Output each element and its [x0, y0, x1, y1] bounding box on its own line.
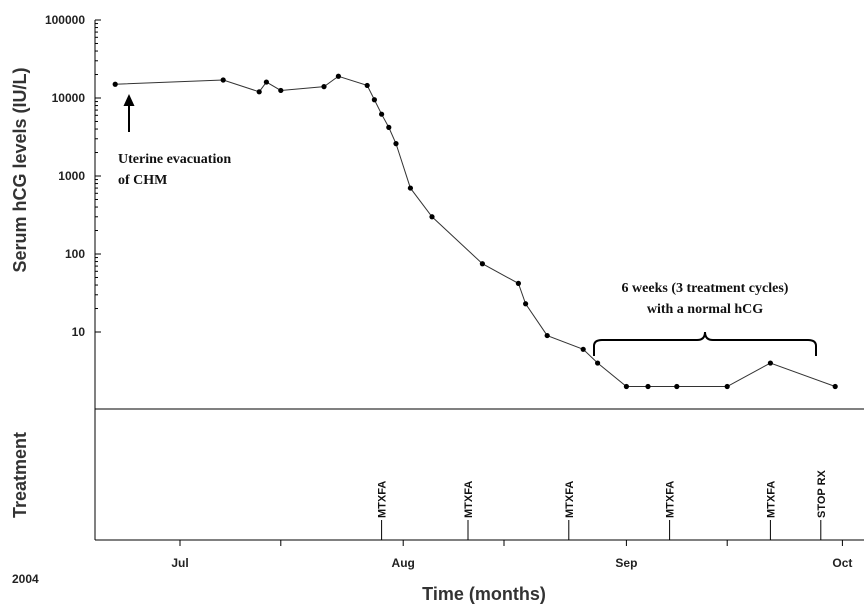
x-ticks: Jul Aug Sep Oct [171, 540, 852, 570]
data-point [767, 360, 774, 366]
y-tick-label: 10000 [52, 91, 86, 105]
data-point [523, 301, 529, 307]
y-ticks: 100000 10000 1000 100 10 [45, 13, 101, 339]
chart-frame [94, 20, 864, 541]
data-point [595, 360, 601, 366]
data-point [393, 141, 399, 147]
treatment-label: STOP RX [816, 469, 828, 518]
y-axis-title: Serum hCG levels (IU/L) [10, 67, 30, 272]
treatment-label: MTXFA [564, 481, 576, 518]
data-point [544, 332, 550, 339]
treatment-markers: MTXFA MTXFA MTXFA MTXFA MTXFA STOP RX [377, 469, 828, 540]
x-axis-title: Time (months) [422, 584, 546, 604]
evacuation-annotation-line-1: Uterine evacuation [118, 152, 231, 167]
annotations: Uterine evacuation of CHM 6 weeks (3 tre… [118, 94, 817, 356]
data-point [278, 87, 284, 94]
year-label: 2004 [12, 572, 39, 586]
data-point [479, 261, 485, 267]
data-point [256, 89, 262, 95]
y-tick-label: 10 [72, 325, 86, 339]
data-point [263, 79, 269, 85]
y-tick-label: 100000 [45, 13, 85, 27]
data-point [112, 81, 118, 87]
data-point [364, 82, 370, 89]
data-point [515, 280, 522, 286]
data-point [379, 111, 385, 117]
x-tick-label: Sep [615, 556, 637, 570]
normal-period-annotation-line-1: 6 weeks (3 treatment cycles) [622, 281, 789, 296]
data-point [674, 383, 680, 390]
y-tick-label: 1000 [58, 169, 85, 183]
y-tick-label: 100 [65, 247, 85, 261]
data-point [321, 84, 327, 90]
x-tick-label: Aug [392, 556, 415, 570]
data-point [220, 77, 226, 83]
data-point [580, 346, 586, 352]
hcg-line [115, 75, 836, 388]
treatment-label: MTXFA [765, 481, 777, 518]
x-tick-label: Oct [832, 556, 852, 570]
data-point [724, 383, 730, 390]
data-point [832, 383, 838, 390]
data-point [371, 97, 377, 103]
evacuation-arrow [123, 94, 135, 132]
data-point [407, 185, 413, 191]
treatment-axis-title: Treatment [10, 432, 30, 518]
treatment-label: MTXFA [377, 481, 389, 518]
evacuation-annotation-line-2: of CHM [118, 173, 167, 188]
normal-period-annotation-line-2: with a normal hCG [647, 302, 763, 317]
data-point [645, 383, 651, 390]
hcg-series [112, 73, 838, 390]
data-point [335, 73, 341, 79]
treatment-label: MTXFA [463, 481, 475, 518]
x-tick-label: Jul [171, 556, 188, 570]
data-point [623, 383, 630, 390]
normal-period-brace [593, 331, 817, 356]
data-point [386, 124, 392, 130]
treatment-label: MTXFA [665, 481, 677, 518]
data-point [429, 214, 435, 220]
